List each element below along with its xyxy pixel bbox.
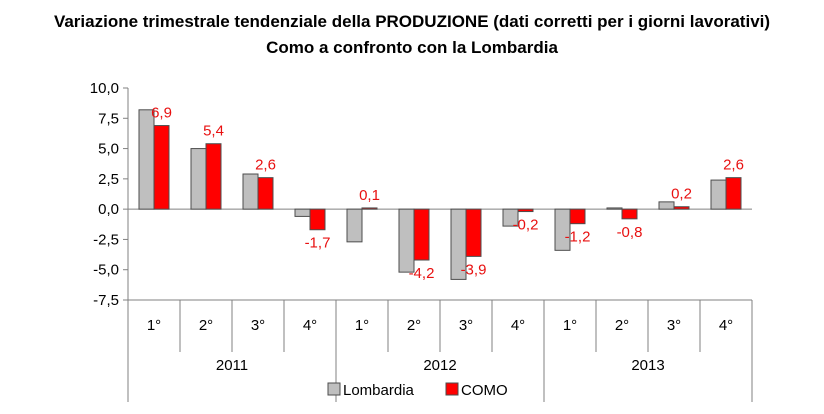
como-bar xyxy=(673,206,690,210)
chart-title: Variazione trimestrale tendenziale della… xyxy=(53,12,771,31)
legend-label-como: COMO xyxy=(461,382,508,399)
quarter-label: 2° xyxy=(407,317,421,334)
legend-swatch-lombardia xyxy=(327,382,341,396)
quarter-label: 4° xyxy=(303,317,317,334)
chart-subtitle: Como a confronto con la Lombardia xyxy=(266,38,558,57)
como-data-label: 2,6 xyxy=(255,157,276,174)
como-data-label: 5,4 xyxy=(203,123,224,140)
quarter-label: 2° xyxy=(615,317,629,334)
como-bar xyxy=(205,143,222,210)
quarter-label: 3° xyxy=(667,317,681,334)
year-label: 2012 xyxy=(423,357,456,374)
lombardia-bar xyxy=(242,173,259,210)
y-tick-label: 7,5 xyxy=(98,110,119,127)
como-bar xyxy=(621,208,638,220)
como-data-label: -1,2 xyxy=(565,229,591,246)
y-tick-label: 2,5 xyxy=(98,171,119,188)
lombardia-bar xyxy=(346,208,363,243)
quarter-label: 3° xyxy=(251,317,265,334)
lombardia-bar xyxy=(606,207,623,210)
como-bar xyxy=(569,208,586,225)
como-bar xyxy=(465,208,482,257)
como-bar xyxy=(153,125,170,210)
year-label: 2013 xyxy=(631,357,664,374)
y-tick-label: -5,0 xyxy=(93,262,119,279)
como-bar xyxy=(257,177,274,210)
legend-swatch-como xyxy=(445,382,459,396)
como-data-label: -0,8 xyxy=(617,224,643,241)
como-data-label: 2,6 xyxy=(723,157,744,174)
lombardia-bar xyxy=(138,109,155,210)
lombardia-bar xyxy=(294,208,311,217)
como-data-label: -0,2 xyxy=(513,217,539,234)
quarter-label: 1° xyxy=(355,317,369,334)
como-data-label: -3,9 xyxy=(461,261,487,278)
quarter-label: 4° xyxy=(511,317,525,334)
y-tick-label: -7,5 xyxy=(93,292,119,309)
como-bar xyxy=(309,208,326,231)
lombardia-bar xyxy=(554,208,571,251)
como-bar xyxy=(361,207,378,210)
quarter-label: 4° xyxy=(719,317,733,334)
lombardia-bar xyxy=(190,148,207,210)
y-tick-label: -2,5 xyxy=(93,231,119,248)
como-data-label: -1,7 xyxy=(305,235,331,252)
quarter-label: 2° xyxy=(199,317,213,334)
como-bar xyxy=(725,177,742,210)
como-data-label: 0,1 xyxy=(359,187,380,204)
lombardia-bar xyxy=(502,208,519,227)
lombardia-bar xyxy=(398,208,415,273)
year-label: 2011 xyxy=(216,357,248,374)
como-bar xyxy=(413,208,430,261)
quarter-label: 1° xyxy=(563,317,577,334)
y-tick-label: 10,0 xyxy=(90,80,119,97)
quarter-label: 1° xyxy=(147,317,161,334)
como-bar xyxy=(517,208,534,213)
como-data-label: 0,2 xyxy=(671,186,692,203)
quarter-label: 3° xyxy=(459,317,473,334)
lombardia-bar xyxy=(658,201,675,210)
lombardia-bar xyxy=(710,179,727,210)
como-data-label: -4,2 xyxy=(409,265,435,282)
y-tick-label: 5,0 xyxy=(98,141,119,158)
como-data-label: 6,9 xyxy=(151,105,172,122)
legend-label-lombardia: Lombardia xyxy=(343,382,415,399)
y-tick-label: 0,0 xyxy=(98,201,119,218)
